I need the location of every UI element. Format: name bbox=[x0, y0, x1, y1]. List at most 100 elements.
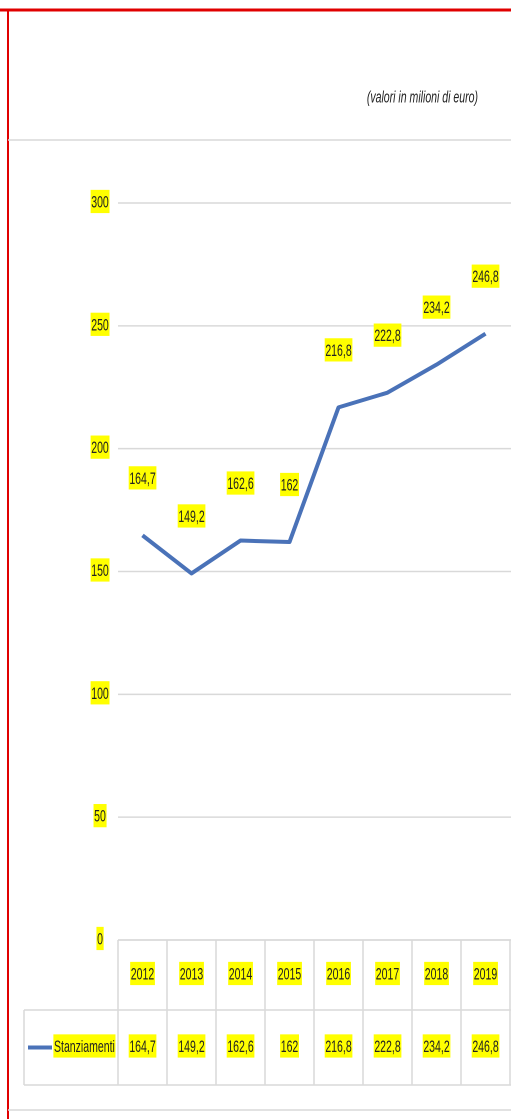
table-value-highlight bbox=[280, 1034, 300, 1058]
data-label-highlight bbox=[373, 323, 402, 347]
table-value-group: 234,2 bbox=[422, 1034, 451, 1058]
table-value: 162,6 bbox=[227, 1036, 253, 1055]
legend-label-group: Stanziamenti bbox=[53, 1034, 116, 1058]
y-tick-label-highlight bbox=[90, 681, 110, 705]
x-tick-label-highlight bbox=[228, 961, 253, 986]
x-tick-label-highlight bbox=[130, 961, 155, 986]
table-value-group: 149,2 bbox=[177, 1034, 206, 1058]
data-label: 222,8 bbox=[374, 326, 400, 345]
data-label: 164,7 bbox=[129, 468, 155, 487]
data-label-highlight bbox=[324, 338, 353, 362]
data-label-highlight bbox=[280, 472, 300, 497]
y-tick-label-group: 200 bbox=[90, 435, 110, 459]
table-value-group: 246,8 bbox=[471, 1034, 500, 1058]
x-tick-label-highlight bbox=[277, 961, 302, 986]
y-tick-label-highlight bbox=[93, 804, 107, 828]
table-value-highlight bbox=[471, 1034, 500, 1058]
data-label: 162 bbox=[281, 475, 299, 494]
table-value-highlight bbox=[177, 1034, 206, 1058]
table-value: 216,8 bbox=[325, 1036, 351, 1055]
x-tick-label-highlight bbox=[424, 961, 449, 986]
table-value-group: 162 bbox=[280, 1034, 300, 1058]
data-label: 234,2 bbox=[423, 298, 449, 317]
table-value: 162 bbox=[281, 1036, 299, 1055]
x-tick-label-group: 2016 bbox=[326, 961, 351, 986]
note: (valori in milioni di euro) bbox=[367, 87, 478, 106]
y-tick-label-highlight bbox=[90, 435, 110, 459]
x-tick-label: 2014 bbox=[229, 964, 253, 983]
data-label-group: 222,8 bbox=[373, 323, 402, 347]
table-value-highlight bbox=[128, 1034, 157, 1058]
data-label-highlight bbox=[422, 295, 451, 319]
note-group: (valori in milioni di euro) bbox=[367, 87, 478, 106]
data-label-highlight bbox=[226, 471, 255, 495]
x-tick-label-highlight bbox=[375, 961, 400, 986]
y-tick-label: 150 bbox=[91, 560, 109, 579]
data-label: 149,2 bbox=[178, 506, 204, 525]
table-value-highlight bbox=[373, 1034, 402, 1058]
data-label-group: 246,8 bbox=[471, 264, 500, 288]
y-tick-label: 50 bbox=[94, 806, 106, 825]
legend-label: Stanziamenti bbox=[54, 1036, 115, 1055]
x-tick-label: 2017 bbox=[376, 964, 400, 983]
table-value-highlight bbox=[422, 1034, 451, 1058]
y-tick-label: 200 bbox=[91, 438, 109, 457]
table-value-group: 162,6 bbox=[226, 1034, 255, 1058]
data-label: 162,6 bbox=[227, 473, 253, 492]
x-tick-label-group: 2015 bbox=[277, 961, 302, 986]
x-tick-label-group: 2017 bbox=[375, 961, 400, 986]
y-tick-label-group: 150 bbox=[90, 558, 110, 582]
x-tick-label: 2015 bbox=[278, 964, 302, 983]
data-label: 216,8 bbox=[325, 340, 351, 359]
x-tick-label: 2013 bbox=[180, 964, 204, 983]
data-label-highlight bbox=[177, 504, 206, 528]
y-tick-label-group: 250 bbox=[90, 312, 110, 336]
y-tick-label-highlight bbox=[90, 558, 110, 582]
table-value-group: 164,7 bbox=[128, 1034, 157, 1058]
table-value: 246,8 bbox=[472, 1036, 498, 1055]
x-tick-label: 2019 bbox=[474, 964, 498, 983]
y-tick-label-highlight bbox=[90, 312, 110, 336]
data-label-highlight bbox=[471, 264, 500, 288]
y-tick-label: 0 bbox=[97, 929, 103, 948]
series-line bbox=[141, 332, 487, 576]
table-value: 164,7 bbox=[129, 1036, 155, 1055]
y-tick-label-group: 0 bbox=[96, 926, 104, 951]
x-tick-label-group: 2018 bbox=[424, 961, 449, 986]
data-label-group: 149,2 bbox=[177, 504, 206, 528]
x-tick-label: 2012 bbox=[131, 964, 155, 983]
table-value: 234,2 bbox=[423, 1036, 449, 1055]
x-tick-label: 2018 bbox=[425, 964, 449, 983]
table-value: 222,8 bbox=[374, 1036, 400, 1055]
data-label-group: 162 bbox=[280, 472, 300, 497]
y-tick-label-highlight bbox=[96, 926, 104, 951]
x-tick-label-group: 2019 bbox=[473, 961, 498, 986]
data-label: 246,8 bbox=[472, 267, 498, 286]
x-tick-label-highlight bbox=[179, 961, 204, 986]
y-tick-label: 300 bbox=[91, 192, 109, 211]
data-label-group: 216,8 bbox=[324, 338, 353, 362]
y-tick-label-group: 100 bbox=[90, 681, 110, 705]
table-value: 149,2 bbox=[178, 1036, 204, 1055]
x-tick-label: 2016 bbox=[327, 964, 351, 983]
data-label-highlight bbox=[128, 466, 157, 490]
table-value-group: 216,8 bbox=[324, 1034, 353, 1058]
data-label-group: 234,2 bbox=[422, 295, 451, 319]
y-tick-label: 100 bbox=[91, 683, 109, 702]
y-tick-label-group: 300 bbox=[90, 189, 110, 214]
x-tick-label-group: 2013 bbox=[179, 961, 204, 986]
data-label-group: 162,6 bbox=[226, 471, 255, 495]
table-value-group: 222,8 bbox=[373, 1034, 402, 1058]
table-value-highlight bbox=[226, 1034, 255, 1058]
y-tick-label: 250 bbox=[91, 315, 109, 334]
x-tick-label-highlight bbox=[326, 961, 351, 986]
x-tick-label-group: 2012 bbox=[130, 961, 155, 986]
x-tick-label-group: 2014 bbox=[228, 961, 253, 986]
legend-label-highlight bbox=[53, 1034, 116, 1058]
data-label-group: 164,7 bbox=[128, 466, 157, 490]
table-value-highlight bbox=[324, 1034, 353, 1058]
x-tick-label-highlight bbox=[473, 961, 498, 986]
y-tick-label-group: 50 bbox=[93, 804, 107, 828]
y-tick-label-highlight bbox=[90, 189, 110, 214]
